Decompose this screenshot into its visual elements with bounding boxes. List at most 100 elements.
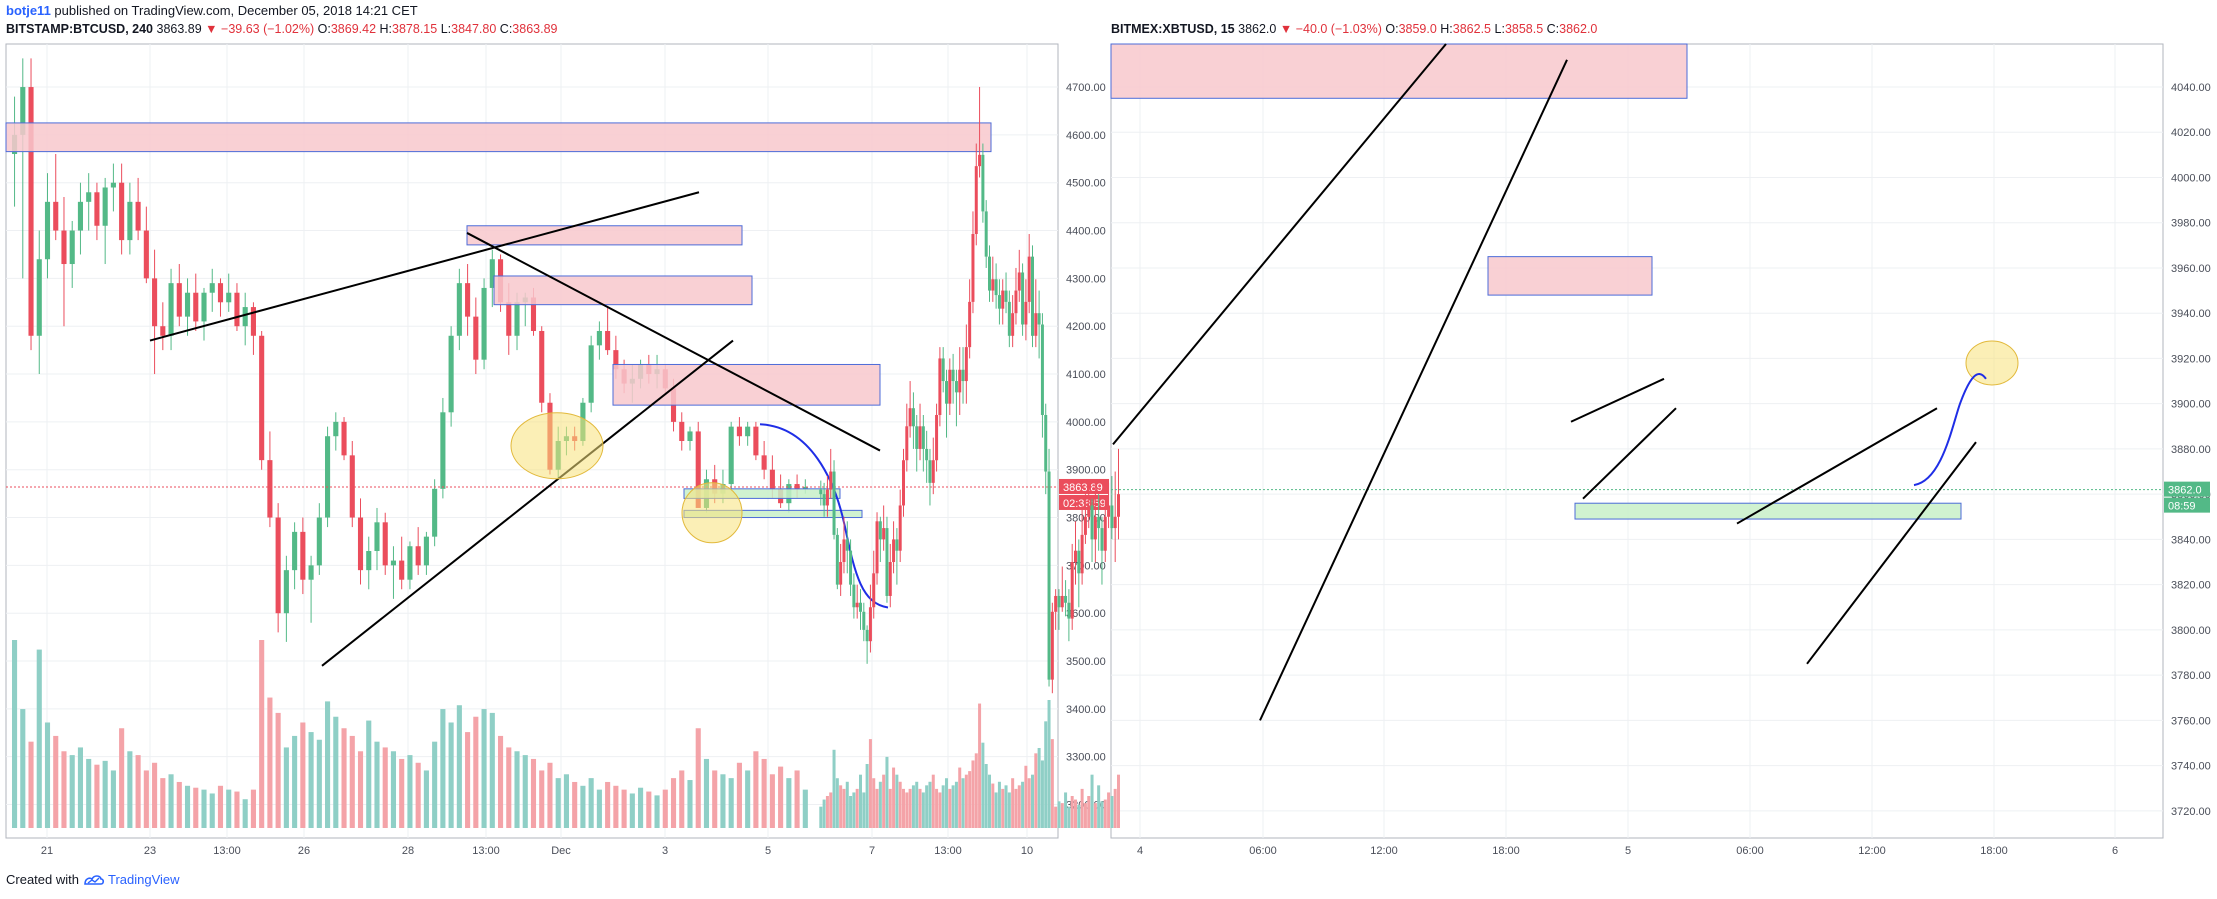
volume-bar [859, 774, 862, 828]
candle-body [911, 408, 915, 427]
author-link[interactable]: botje11 [6, 3, 51, 18]
volume-bar [415, 762, 421, 828]
candle-body [925, 448, 929, 461]
candle-body [1113, 516, 1117, 529]
volume-bar [374, 741, 380, 828]
volume-bar [769, 774, 775, 828]
y-tick-label: 3720.00 [2171, 806, 2211, 818]
candle-body [941, 358, 945, 382]
published-text: published on TradingView.com, December 0… [54, 3, 418, 18]
volume-bar [168, 774, 174, 828]
right-symbol-info: BITMEX:XBTUSD, 15 3862.0 ▼ −40.0 (−1.03%… [1111, 22, 1598, 36]
trend-line [1806, 441, 1977, 665]
tradingview-logo-icon [84, 874, 105, 885]
left-close: 3863.89 [512, 22, 558, 36]
candle-body [1107, 505, 1111, 517]
candle-body [825, 489, 829, 506]
candle-body [1074, 550, 1077, 563]
candle-body [679, 421, 685, 441]
candle-body [1070, 562, 1074, 619]
volume-bar [382, 747, 388, 828]
volume-bar [981, 742, 985, 828]
candle-body [440, 412, 446, 489]
tradingview-link[interactable]: TradingView [83, 872, 180, 887]
volume-bar [687, 780, 693, 828]
candle-body [1077, 550, 1081, 574]
y-tick-label: 3400.00 [1066, 704, 1106, 716]
candle-body [382, 522, 388, 566]
left-symbol[interactable]: BITSTAMP:BTCUSD, 240 [6, 22, 154, 36]
candle-body [849, 550, 853, 585]
volume-bar [825, 796, 829, 828]
volume-bar [1064, 792, 1068, 828]
candle-body [1050, 611, 1054, 680]
volume-bar [862, 792, 866, 828]
volume-bar [563, 774, 569, 828]
volume-bar [712, 770, 718, 828]
volume-bar [872, 778, 876, 828]
price-label: 3862.0 [2168, 485, 2202, 497]
volume-bar [728, 778, 734, 828]
volume-bar [94, 764, 100, 828]
candle-body [1097, 516, 1101, 529]
y-tick-label: 3840.00 [2171, 534, 2211, 546]
right-close: 3862.0 [1559, 22, 1598, 36]
candle-body [168, 283, 174, 336]
candle-body [882, 528, 886, 540]
volume-bar [852, 792, 856, 828]
candle-body [596, 330, 602, 346]
y-tick-label: 4020.00 [2171, 127, 2211, 139]
x-tick-label: 28 [402, 845, 414, 857]
volume-bar [961, 778, 965, 828]
candle-body [275, 517, 281, 614]
volume-bar [530, 758, 537, 828]
x-tick-label: 5 [1625, 845, 1631, 857]
volume-bar [325, 701, 331, 828]
candle-body [217, 283, 224, 303]
volume-bar [53, 735, 59, 828]
x-tick-label: 5 [765, 845, 771, 857]
volume-bar [905, 792, 909, 828]
y-tick-label: 4600.00 [1066, 130, 1106, 142]
volume-bar [1021, 781, 1025, 828]
volume-bar [888, 788, 892, 828]
candle-body [20, 87, 26, 135]
candle-body [1047, 471, 1051, 680]
volume-bar [832, 749, 836, 828]
candle-body [835, 534, 839, 585]
candle-body [259, 335, 265, 461]
y-tick-label: 3900.00 [1066, 465, 1106, 477]
volume-bar [1097, 785, 1101, 828]
left-symbol-info: BITSTAMP:BTCUSD, 240 3863.89 ▼ −39.63 (−… [6, 22, 558, 36]
countdown-label: 08:59 [2168, 501, 2196, 513]
volume-bar [1024, 765, 1028, 828]
volume-bar [646, 791, 652, 828]
x-tick-label: 12:00 [1858, 845, 1886, 857]
y-tick-label: 4040.00 [2171, 82, 2211, 94]
support-zone [683, 488, 841, 499]
x-tick-label: Dec [551, 845, 571, 857]
volume-bar [1044, 721, 1048, 828]
volume-bar [20, 709, 26, 828]
candle-body [868, 607, 872, 642]
volume-bar [948, 788, 952, 828]
volume-bar [596, 789, 602, 828]
candle-body [1087, 505, 1091, 517]
candle-body [921, 426, 925, 449]
volume-bar [925, 785, 929, 828]
candle-body [1103, 516, 1107, 551]
volume-bar [1103, 799, 1107, 828]
volume-bar [875, 788, 879, 828]
candle-body [300, 531, 306, 580]
x-tick-label: 10 [1021, 845, 1033, 857]
candle-body [988, 256, 991, 291]
x-tick-label: 13:00 [934, 845, 962, 857]
y-tick-label: 3800.00 [2171, 625, 2211, 637]
volume-bar [638, 787, 644, 828]
right-symbol[interactable]: BITMEX:XBTUSD, 15 [1111, 22, 1235, 36]
volume-bar [357, 751, 364, 828]
candle-body [119, 182, 125, 241]
volume-bar [822, 799, 826, 828]
candle-body [902, 460, 905, 506]
